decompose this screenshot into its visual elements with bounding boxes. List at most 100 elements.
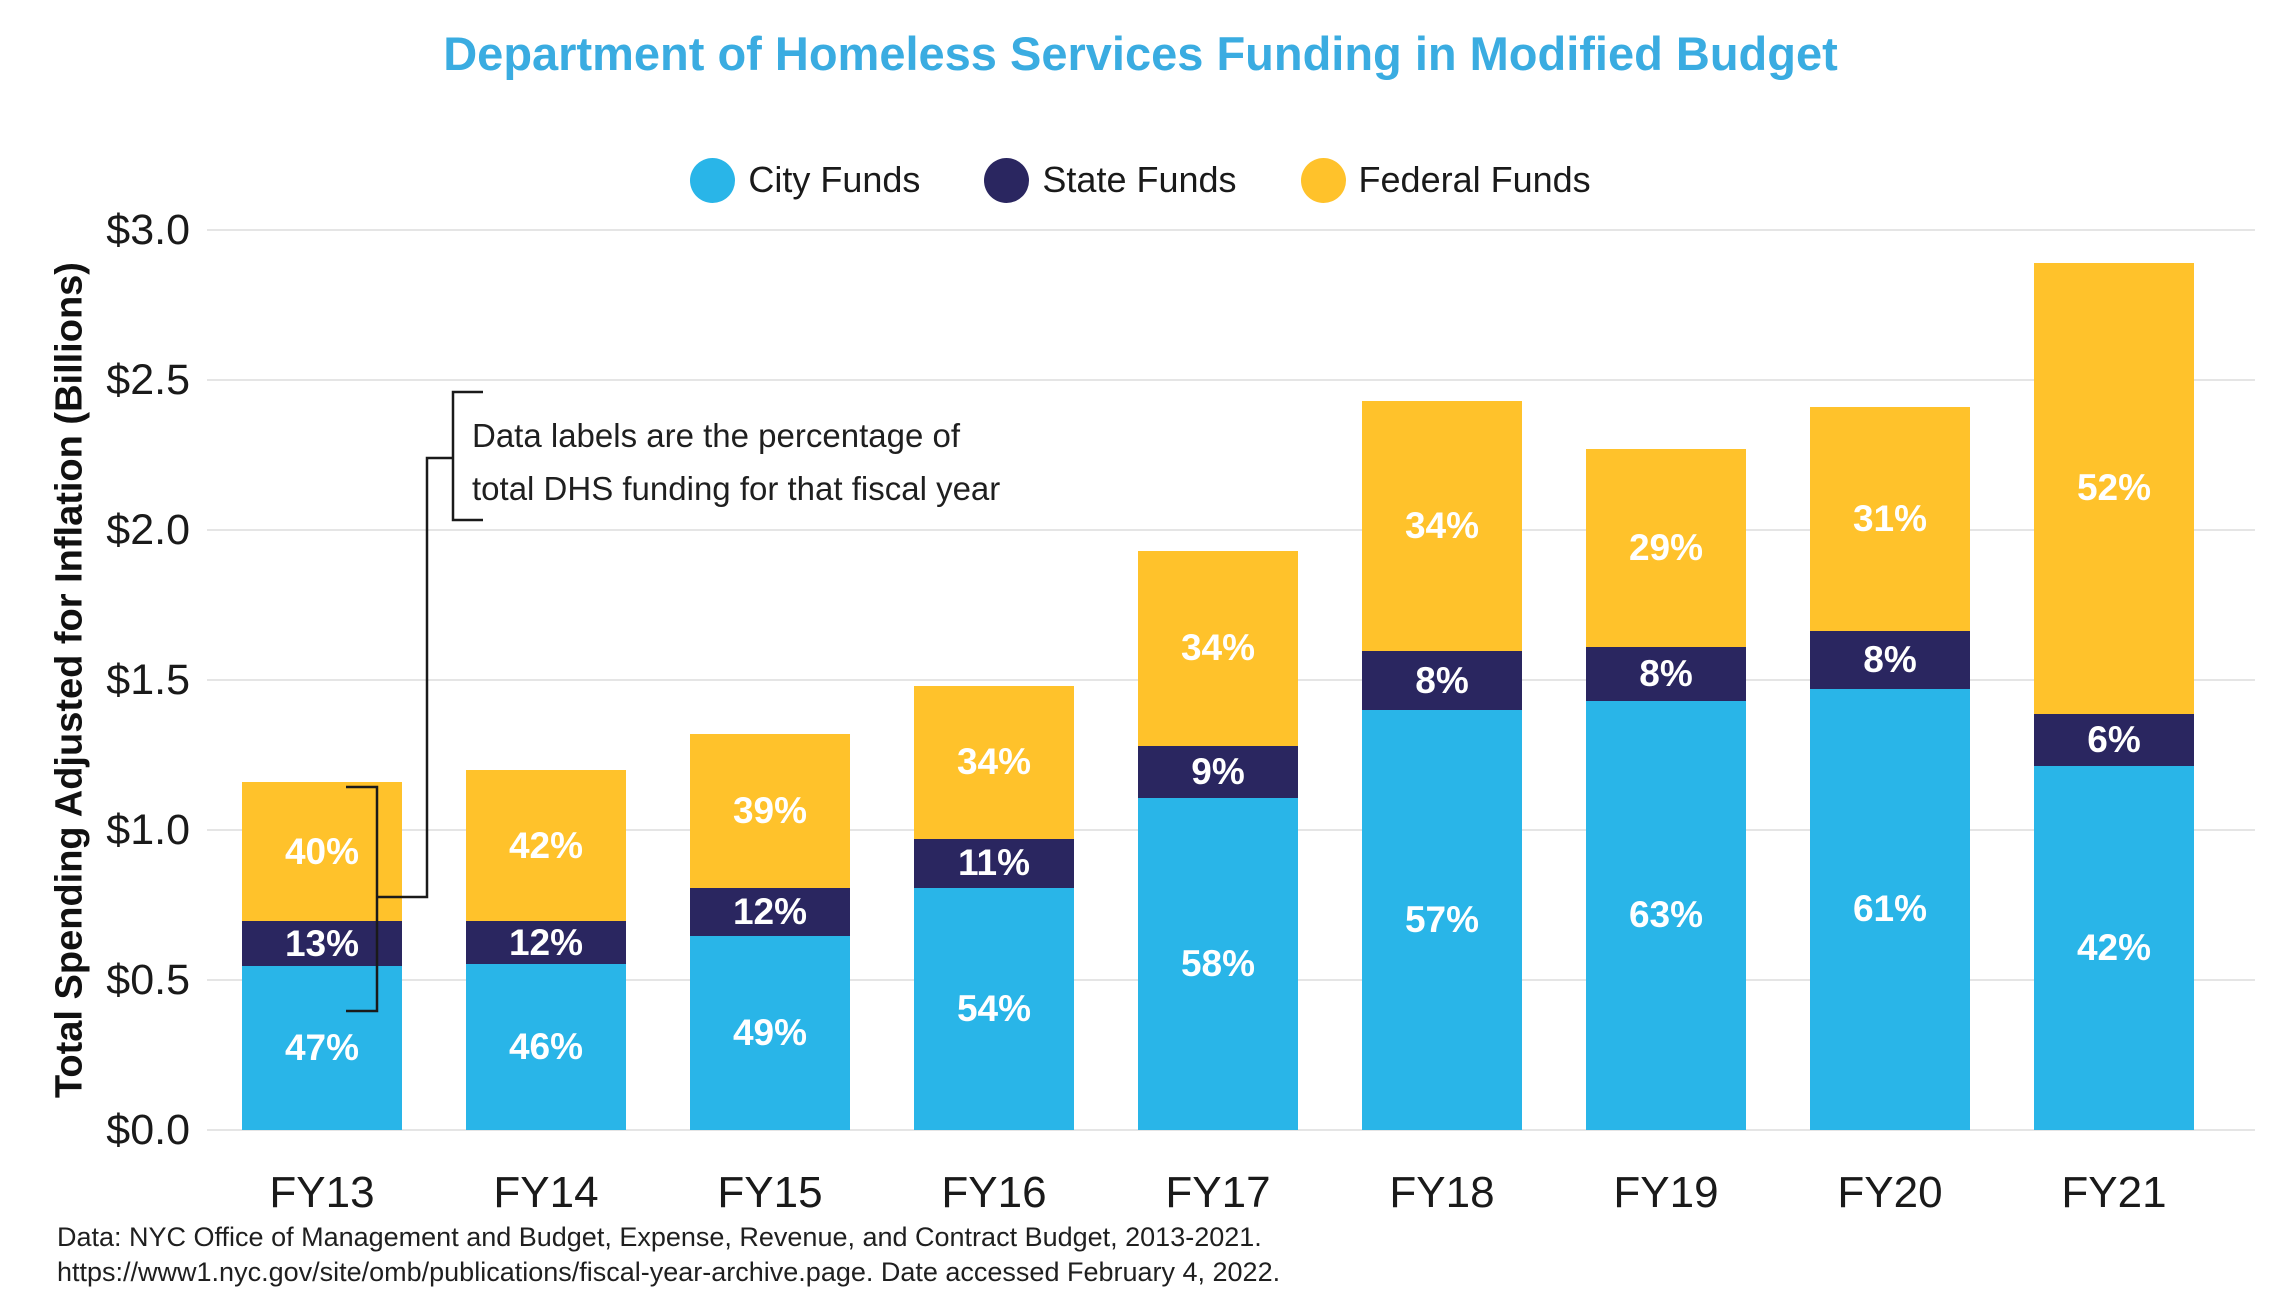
y-tick-label: $1.5 [106,656,190,704]
bar-segment-label: 47% [284,1027,360,1069]
gridline [207,1129,2255,1131]
segment-federal-funds: 29% [1586,449,1746,647]
bar-segment-label: 42% [508,824,584,866]
segment-city-funds: 54% [914,887,1074,1130]
bar-segment-label: 63% [1628,894,1704,936]
bar-fy19: 63% 8% 29% [1586,449,1746,1130]
x-tick-label-fy13: FY13 [269,1168,375,1217]
x-tick-label-fy14: FY14 [493,1168,599,1217]
legend: City Funds State Funds Federal Funds [0,154,2281,206]
segment-federal-funds: 39% [690,734,850,889]
bar-segment-label: 34% [1404,505,1480,547]
segment-state-funds: 8% [1362,651,1522,711]
bar-fy14: 46% 12% 42% [466,770,626,1130]
bar-segment-label: 46% [508,1026,584,1068]
source-line-2: https://www1.nyc.gov/site/omb/publicatio… [57,1257,1281,1287]
chart-title: Department of Homeless Services Funding … [443,27,1838,80]
bar-segment-label: 40% [284,830,360,872]
gridline [207,529,2255,531]
bar-fy20: 61% 8% 31% [1810,407,1970,1130]
bar-segment-label: 11% [957,842,1030,884]
bar-fy13: 47% 13% 40% [242,782,402,1130]
legend-item-city-funds: City Funds [690,157,921,203]
legend-label: Federal Funds [1358,159,1591,200]
annotation-connector-line [377,456,453,899]
bar-segment-label: 57% [1404,899,1480,941]
bar-segment-label: 34% [956,741,1032,783]
segment-state-funds: 8% [1810,631,1970,689]
y-tick-label: $0.0 [106,1106,190,1154]
segment-federal-funds: 34% [1362,401,1522,652]
source-line-1: Data: NYC Office of Management and Budge… [57,1222,1262,1252]
bar-segment-label: 49% [732,1011,808,1053]
y-tick-label: $3.0 [106,206,190,254]
legend-swatch-icon [690,157,736,203]
segment-city-funds: 57% [1362,710,1522,1130]
bar-fy16: 54% 11% 34% [914,686,1074,1130]
bar-fy21: 42% 6% 52% [2034,263,2194,1130]
legend-label: State Funds [1042,159,1237,200]
segment-city-funds: 58% [1138,797,1298,1130]
segment-federal-funds: 42% [466,770,626,922]
bar-segment-label: 9% [1191,750,1245,792]
segment-city-funds: 49% [690,935,850,1130]
segment-federal-funds: 52% [2034,263,2194,714]
x-tick-label-fy19: FY19 [1613,1168,1719,1217]
x-tick-label-fy21: FY21 [2061,1168,2167,1217]
bar-fy18: 57% 8% 34% [1362,401,1522,1130]
x-tick-label-fy20: FY20 [1837,1168,1943,1217]
bar-segment-label: 8% [1863,639,1917,681]
segment-federal-funds: 34% [914,686,1074,839]
segment-city-funds: 47% [242,966,402,1130]
segment-federal-funds: 31% [1810,407,1970,632]
segment-federal-funds: 40% [242,782,402,922]
segment-state-funds: 6% [2034,713,2194,766]
y-tick-label: $0.5 [106,956,190,1004]
x-tick-label-fy16: FY16 [941,1168,1047,1217]
segment-state-funds: 13% [242,921,402,967]
y-tick-label: $2.0 [106,506,190,554]
annotation-text-bracket [451,390,483,522]
y-tick-label: $1.0 [106,806,190,854]
bar-segment-label: 6% [2087,718,2141,760]
segment-city-funds: 46% [466,964,626,1130]
bar-segment-label: 12% [732,891,808,933]
segment-state-funds: 12% [690,888,850,936]
bar-segment-label: 29% [1628,526,1704,568]
bar-segment-label: 54% [956,987,1032,1029]
x-tick-label-fy17: FY17 [1165,1168,1271,1217]
x-tick-label-fy15: FY15 [717,1168,823,1217]
segment-city-funds: 61% [1810,688,1970,1130]
segment-city-funds: 42% [2034,765,2194,1130]
bar-fy15: 49% 12% 39% [690,734,850,1130]
segment-federal-funds: 34% [1138,551,1298,746]
annotation-line-1: Data labels are the percentage of [472,417,960,454]
bar-segment-label: 31% [1852,498,1928,540]
gridline [207,379,2255,381]
bar-segment-label: 58% [1180,942,1256,984]
bar-segment-label: 42% [2076,926,2152,968]
bar-fy17: 58% 9% 34% [1138,551,1298,1130]
bar-segment-label: 8% [1639,652,1693,694]
bar-segment-label: 39% [732,790,808,832]
legend-label: City Funds [748,159,921,200]
gridline [207,229,2255,231]
bar-segment-label: 12% [508,921,584,963]
segment-state-funds: 8% [1586,646,1746,701]
bar-label-bracket [346,785,379,1013]
bar-segment-label: 34% [1180,627,1256,669]
bar-segment-label: 52% [2076,467,2152,509]
legend-item-federal-funds: Federal Funds [1300,157,1591,203]
x-tick-label-fy18: FY18 [1389,1168,1495,1217]
legend-swatch-icon [984,157,1030,203]
legend-item-state-funds: State Funds [984,157,1237,203]
bar-segment-label: 8% [1415,659,1469,701]
annotation-text: Data labels are the percentage of total … [472,409,1000,515]
segment-state-funds: 12% [466,921,626,965]
bar-segment-label: 13% [284,922,360,964]
annotation-line-2: total DHS funding for that fiscal year [472,470,1001,507]
y-tick-label: $2.5 [106,356,190,404]
source-note: Data: NYC Office of Management and Budge… [57,1220,1280,1290]
